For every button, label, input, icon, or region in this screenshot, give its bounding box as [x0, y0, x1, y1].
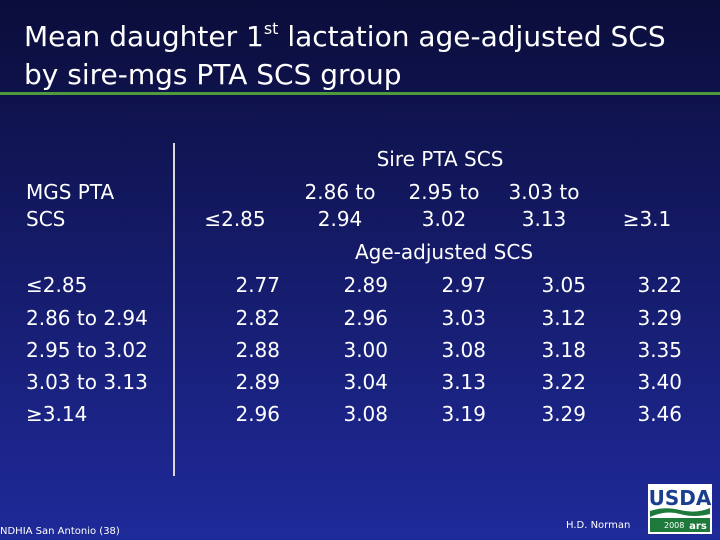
cell-r4-c2: 3.04	[343, 370, 388, 394]
usda-logo-swoosh	[650, 508, 710, 517]
cell-r2-c2: 2.96	[343, 306, 388, 330]
row-label-3: 2.95 to 3.02	[26, 338, 148, 362]
footer-author: H.D. Norman	[566, 520, 631, 531]
column-header-3-line-2: 3.02	[421, 207, 467, 231]
title-line-1: Mean daughter 1st lactation age-adjusted…	[24, 19, 666, 53]
row-header-title-line-1: MGS PTA	[26, 180, 115, 204]
cell-r1-c3: 2.97	[441, 273, 486, 297]
table-vertical-divider	[173, 143, 175, 476]
cell-r1-c5: 3.22	[637, 273, 682, 297]
cell-r3-c4: 3.18	[541, 338, 586, 362]
footer-source: NDHIA San Antonio (38)	[0, 526, 120, 537]
usda-logo-ars: ars	[689, 521, 707, 532]
cell-r5-c2: 3.08	[343, 402, 388, 426]
cell-r2-c3: 3.03	[441, 306, 486, 330]
cell-r1-c1: 2.77	[235, 273, 280, 297]
cell-r5-c3: 3.19	[441, 402, 486, 426]
usda-logo-text: USDA	[649, 486, 712, 510]
column-header-1: ≤2.85	[204, 207, 266, 231]
slide-title: Mean daughter 1st lactation age-adjusted…	[24, 10, 714, 94]
column-header-4-line-1: 3.03 to	[508, 180, 580, 204]
cell-r4-c3: 3.13	[441, 370, 486, 394]
usda-logo-band	[650, 518, 710, 532]
column-header-4-line-2: 3.13	[521, 207, 567, 231]
cell-r5-c1: 2.96	[235, 402, 280, 426]
row-label-1: ≤2.85	[26, 273, 88, 297]
title-line-2: by sire-mgs PTA SCS group	[24, 58, 402, 91]
cell-r4-c5: 3.40	[637, 370, 682, 394]
cell-r2-c5: 3.29	[637, 306, 682, 330]
cell-r3-c3: 3.08	[441, 338, 486, 362]
usda-logo-year: 2008	[664, 521, 684, 530]
row-header-title-line-2: SCS	[26, 207, 66, 231]
row-label-5: ≥3.14	[26, 402, 88, 426]
cell-r2-c4: 3.12	[541, 306, 586, 330]
column-header-3-line-1: 2.95 to	[408, 180, 480, 204]
cell-r5-c5: 3.46	[637, 402, 682, 426]
title-divider	[0, 92, 720, 95]
cell-r3-c5: 3.35	[637, 338, 682, 362]
usda-logo: USDA 2008 ars	[648, 484, 712, 534]
column-header-2-line-1: 2.86 to	[304, 180, 376, 204]
cell-r5-c4: 3.29	[541, 402, 586, 426]
cell-r4-c4: 3.22	[541, 370, 586, 394]
cell-r3-c2: 3.00	[343, 338, 388, 362]
cell-r4-c1: 2.89	[235, 370, 280, 394]
column-header-2-line-2: 2.94	[317, 207, 363, 231]
column-header-5: ≥3.1	[622, 207, 672, 231]
cell-r1-c2: 2.89	[343, 273, 388, 297]
cell-r1-c4: 3.05	[541, 273, 586, 297]
sire-group-title: Sire PTA SCS	[376, 147, 504, 171]
row-label-2: 2.86 to 2.94	[26, 306, 148, 330]
row-label-4: 3.03 to 3.13	[26, 370, 148, 394]
value-title: Age-adjusted SCS	[354, 240, 534, 264]
cell-r2-c1: 2.82	[235, 306, 280, 330]
cell-r3-c1: 2.88	[235, 338, 280, 362]
